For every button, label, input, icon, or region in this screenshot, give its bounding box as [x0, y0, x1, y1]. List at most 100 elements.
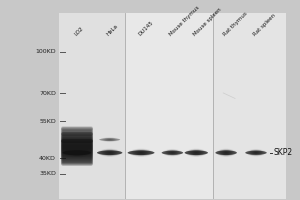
Ellipse shape — [222, 151, 231, 155]
Ellipse shape — [248, 150, 264, 156]
Ellipse shape — [192, 151, 200, 154]
Ellipse shape — [99, 138, 120, 141]
Ellipse shape — [107, 139, 112, 140]
Ellipse shape — [104, 138, 115, 141]
Ellipse shape — [225, 152, 227, 153]
Ellipse shape — [165, 150, 180, 156]
Text: HeLa: HeLa — [106, 23, 120, 37]
Ellipse shape — [108, 152, 111, 153]
Ellipse shape — [103, 138, 116, 141]
Ellipse shape — [68, 150, 85, 156]
Ellipse shape — [191, 151, 201, 155]
Ellipse shape — [166, 150, 179, 155]
Ellipse shape — [131, 149, 151, 156]
Ellipse shape — [184, 150, 208, 155]
Ellipse shape — [130, 149, 152, 157]
Ellipse shape — [100, 149, 119, 156]
Ellipse shape — [128, 150, 154, 155]
Text: SKP2: SKP2 — [274, 148, 293, 157]
Ellipse shape — [66, 149, 88, 157]
Ellipse shape — [188, 150, 204, 156]
Ellipse shape — [140, 152, 142, 153]
Ellipse shape — [135, 151, 147, 155]
Ellipse shape — [222, 151, 230, 154]
Text: 55KD: 55KD — [39, 119, 56, 124]
Text: DU145: DU145 — [137, 20, 154, 37]
Text: 35KD: 35KD — [39, 171, 56, 176]
Ellipse shape — [104, 151, 115, 155]
Ellipse shape — [105, 151, 114, 154]
Ellipse shape — [224, 152, 228, 154]
Text: 40KD: 40KD — [39, 156, 56, 161]
Ellipse shape — [249, 150, 263, 156]
Ellipse shape — [109, 139, 111, 140]
Ellipse shape — [215, 150, 237, 155]
Ellipse shape — [250, 151, 262, 155]
FancyBboxPatch shape — [124, 13, 213, 199]
Ellipse shape — [137, 152, 145, 154]
Ellipse shape — [245, 151, 267, 155]
Ellipse shape — [97, 150, 122, 155]
Ellipse shape — [217, 149, 235, 157]
Ellipse shape — [255, 152, 257, 153]
Ellipse shape — [101, 150, 118, 156]
Ellipse shape — [139, 152, 143, 154]
Ellipse shape — [170, 152, 174, 153]
Text: LO2: LO2 — [73, 26, 84, 37]
Ellipse shape — [106, 139, 113, 141]
Ellipse shape — [193, 152, 200, 154]
Ellipse shape — [252, 151, 260, 154]
Text: Mouse spleen: Mouse spleen — [193, 7, 223, 37]
Ellipse shape — [218, 149, 234, 156]
Ellipse shape — [74, 152, 80, 154]
Text: Rat thymus: Rat thymus — [223, 11, 249, 37]
Ellipse shape — [70, 150, 84, 155]
Ellipse shape — [247, 149, 265, 156]
Ellipse shape — [187, 149, 206, 157]
Ellipse shape — [220, 150, 233, 155]
Ellipse shape — [73, 151, 81, 154]
Ellipse shape — [71, 151, 83, 155]
Ellipse shape — [219, 150, 233, 156]
Ellipse shape — [133, 150, 149, 155]
Text: Rat spleen: Rat spleen — [253, 13, 277, 37]
Text: 70KD: 70KD — [39, 91, 56, 96]
Ellipse shape — [164, 149, 181, 156]
Ellipse shape — [134, 150, 148, 155]
Ellipse shape — [72, 151, 82, 155]
Ellipse shape — [65, 148, 89, 157]
Ellipse shape — [194, 152, 198, 154]
Ellipse shape — [195, 152, 197, 153]
Ellipse shape — [62, 150, 91, 155]
Ellipse shape — [169, 152, 175, 154]
Ellipse shape — [189, 150, 203, 155]
Ellipse shape — [164, 150, 181, 156]
Ellipse shape — [67, 149, 86, 156]
Ellipse shape — [75, 152, 78, 153]
Ellipse shape — [223, 152, 229, 154]
Ellipse shape — [221, 150, 232, 155]
Ellipse shape — [99, 149, 120, 157]
Ellipse shape — [132, 150, 150, 156]
Text: 100KD: 100KD — [35, 49, 56, 54]
Ellipse shape — [171, 152, 173, 153]
Ellipse shape — [102, 150, 117, 155]
Ellipse shape — [106, 152, 113, 154]
FancyBboxPatch shape — [59, 13, 124, 199]
Ellipse shape — [103, 150, 116, 155]
Ellipse shape — [107, 152, 112, 154]
Ellipse shape — [251, 151, 261, 155]
Ellipse shape — [254, 152, 258, 153]
Text: Mouse thymus: Mouse thymus — [169, 5, 201, 37]
FancyBboxPatch shape — [213, 13, 286, 199]
Ellipse shape — [105, 138, 114, 141]
Ellipse shape — [103, 138, 117, 142]
Ellipse shape — [253, 152, 259, 154]
Ellipse shape — [162, 151, 183, 155]
Ellipse shape — [190, 150, 202, 155]
Ellipse shape — [250, 150, 262, 155]
Ellipse shape — [136, 151, 146, 154]
Ellipse shape — [169, 151, 176, 154]
Ellipse shape — [108, 139, 112, 140]
Ellipse shape — [168, 151, 177, 155]
